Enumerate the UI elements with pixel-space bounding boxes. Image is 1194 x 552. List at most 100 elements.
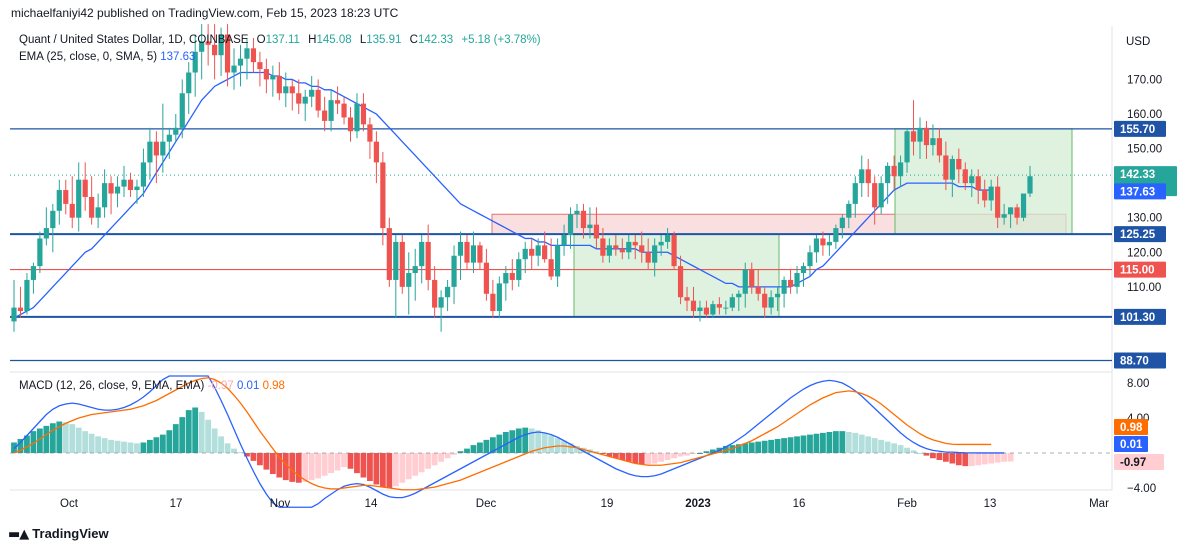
candle: [425, 224, 431, 291]
candle: [930, 124, 936, 156]
zone-target: [894, 128, 1073, 235]
candle-body: [218, 34, 224, 56]
candle-body: [328, 100, 334, 121]
candle: [153, 131, 159, 184]
candle-body: [671, 235, 677, 267]
candle: [503, 266, 509, 301]
time-tick-label: 19: [601, 498, 614, 510]
macd-hist-bar: [612, 453, 619, 459]
candle: [749, 262, 755, 294]
price-tick-label: 170.00: [1127, 74, 1162, 86]
macd-hist-bar: [269, 453, 276, 474]
candle-body: [652, 245, 658, 263]
macd-hist-bar: [295, 453, 302, 483]
candle-body: [56, 190, 62, 211]
candle-body: [276, 75, 282, 94]
candle: [949, 155, 955, 197]
macd-hist-bar: [684, 453, 690, 456]
macd-hist-bar: [800, 435, 807, 453]
candle-body: [483, 262, 490, 294]
macd-hist-bar: [211, 428, 218, 453]
candle-body: [729, 297, 735, 308]
macd-hist-bar: [347, 453, 354, 469]
macd-hist-bar: [632, 453, 639, 464]
macd-hist-bar: [535, 430, 542, 453]
candle-body: [393, 241, 399, 280]
candle-body: [554, 245, 561, 277]
macd-hist-bar: [1001, 453, 1008, 462]
candle-body: [710, 304, 716, 315]
macd-hist-bar: [820, 432, 826, 453]
candle: [89, 176, 95, 225]
candle-body: [600, 238, 606, 256]
candle: [160, 103, 166, 173]
candle-body: [684, 297, 690, 301]
candle: [218, 27, 224, 76]
candle: [419, 235, 425, 284]
candle: [244, 37, 250, 80]
candle-body: [496, 283, 502, 312]
candle: [962, 162, 968, 191]
macd-hist-bar: [910, 450, 917, 453]
macd-hist-bar: [24, 435, 30, 453]
macd-badge: [1114, 454, 1164, 470]
close-value: 142.33: [417, 34, 454, 46]
candle-body: [101, 183, 108, 208]
level-badge-label: 115.00: [1120, 265, 1155, 277]
candle-body: [89, 196, 95, 218]
candle-body: [270, 75, 276, 80]
macd-hist-bar: [56, 421, 63, 453]
ema-value: 137.63: [160, 51, 196, 63]
candle-body: [380, 162, 386, 229]
candle: [399, 235, 405, 294]
candle: [302, 89, 308, 121]
candle-body: [826, 241, 832, 246]
macd-hist-bar: [904, 447, 910, 453]
candle-body: [995, 186, 1001, 218]
background-layer: [10, 26, 1113, 491]
candle-body: [63, 190, 69, 204]
published-caption: michaelfaniyi42 published on TradingView…: [11, 6, 399, 20]
candle-body: [574, 210, 580, 215]
macd-hist-bar: [379, 453, 386, 488]
candle-body: [936, 138, 943, 156]
macd-hist-bar: [82, 431, 89, 453]
candle-body: [30, 266, 37, 280]
candle-body: [677, 266, 684, 298]
macd-hist-bar: [185, 410, 192, 453]
macd-hist-bar: [865, 436, 872, 453]
tradingview-footer[interactable]: ▬▲ TradingView: [8, 526, 109, 542]
candle: [224, 24, 231, 87]
macd-hist-bar: [231, 448, 237, 453]
candle: [347, 107, 354, 142]
candle-body: [250, 48, 257, 63]
macd-hist-bar: [282, 453, 289, 481]
candle-body: [529, 248, 535, 256]
macd-hist-bar: [502, 432, 509, 453]
candle: [826, 235, 832, 256]
candle: [820, 231, 826, 256]
candle-body: [1020, 193, 1027, 218]
candle-body: [263, 69, 269, 80]
candle: [561, 224, 567, 256]
macd-hist-bar: [127, 442, 134, 453]
ema-line: [13, 71, 992, 319]
candle-body: [567, 214, 574, 235]
candle: [412, 248, 418, 301]
macd-hist-bar: [761, 440, 768, 453]
candle: [923, 120, 930, 159]
high-value: 145.08: [316, 34, 352, 46]
macd-line: [13, 375, 1005, 508]
candle-body: [723, 307, 729, 309]
candle-body: [762, 293, 768, 308]
macd-hist-bar: [981, 453, 988, 465]
candle: [762, 286, 768, 318]
macd-tick-label: 8.00: [1127, 378, 1149, 390]
candle: [593, 207, 600, 249]
candle-body: [775, 293, 781, 298]
candle: [522, 241, 528, 274]
macd-badge: [1114, 419, 1148, 435]
time-tick-label: 17: [170, 498, 183, 510]
price-tick-label: 110.00: [1127, 282, 1161, 294]
